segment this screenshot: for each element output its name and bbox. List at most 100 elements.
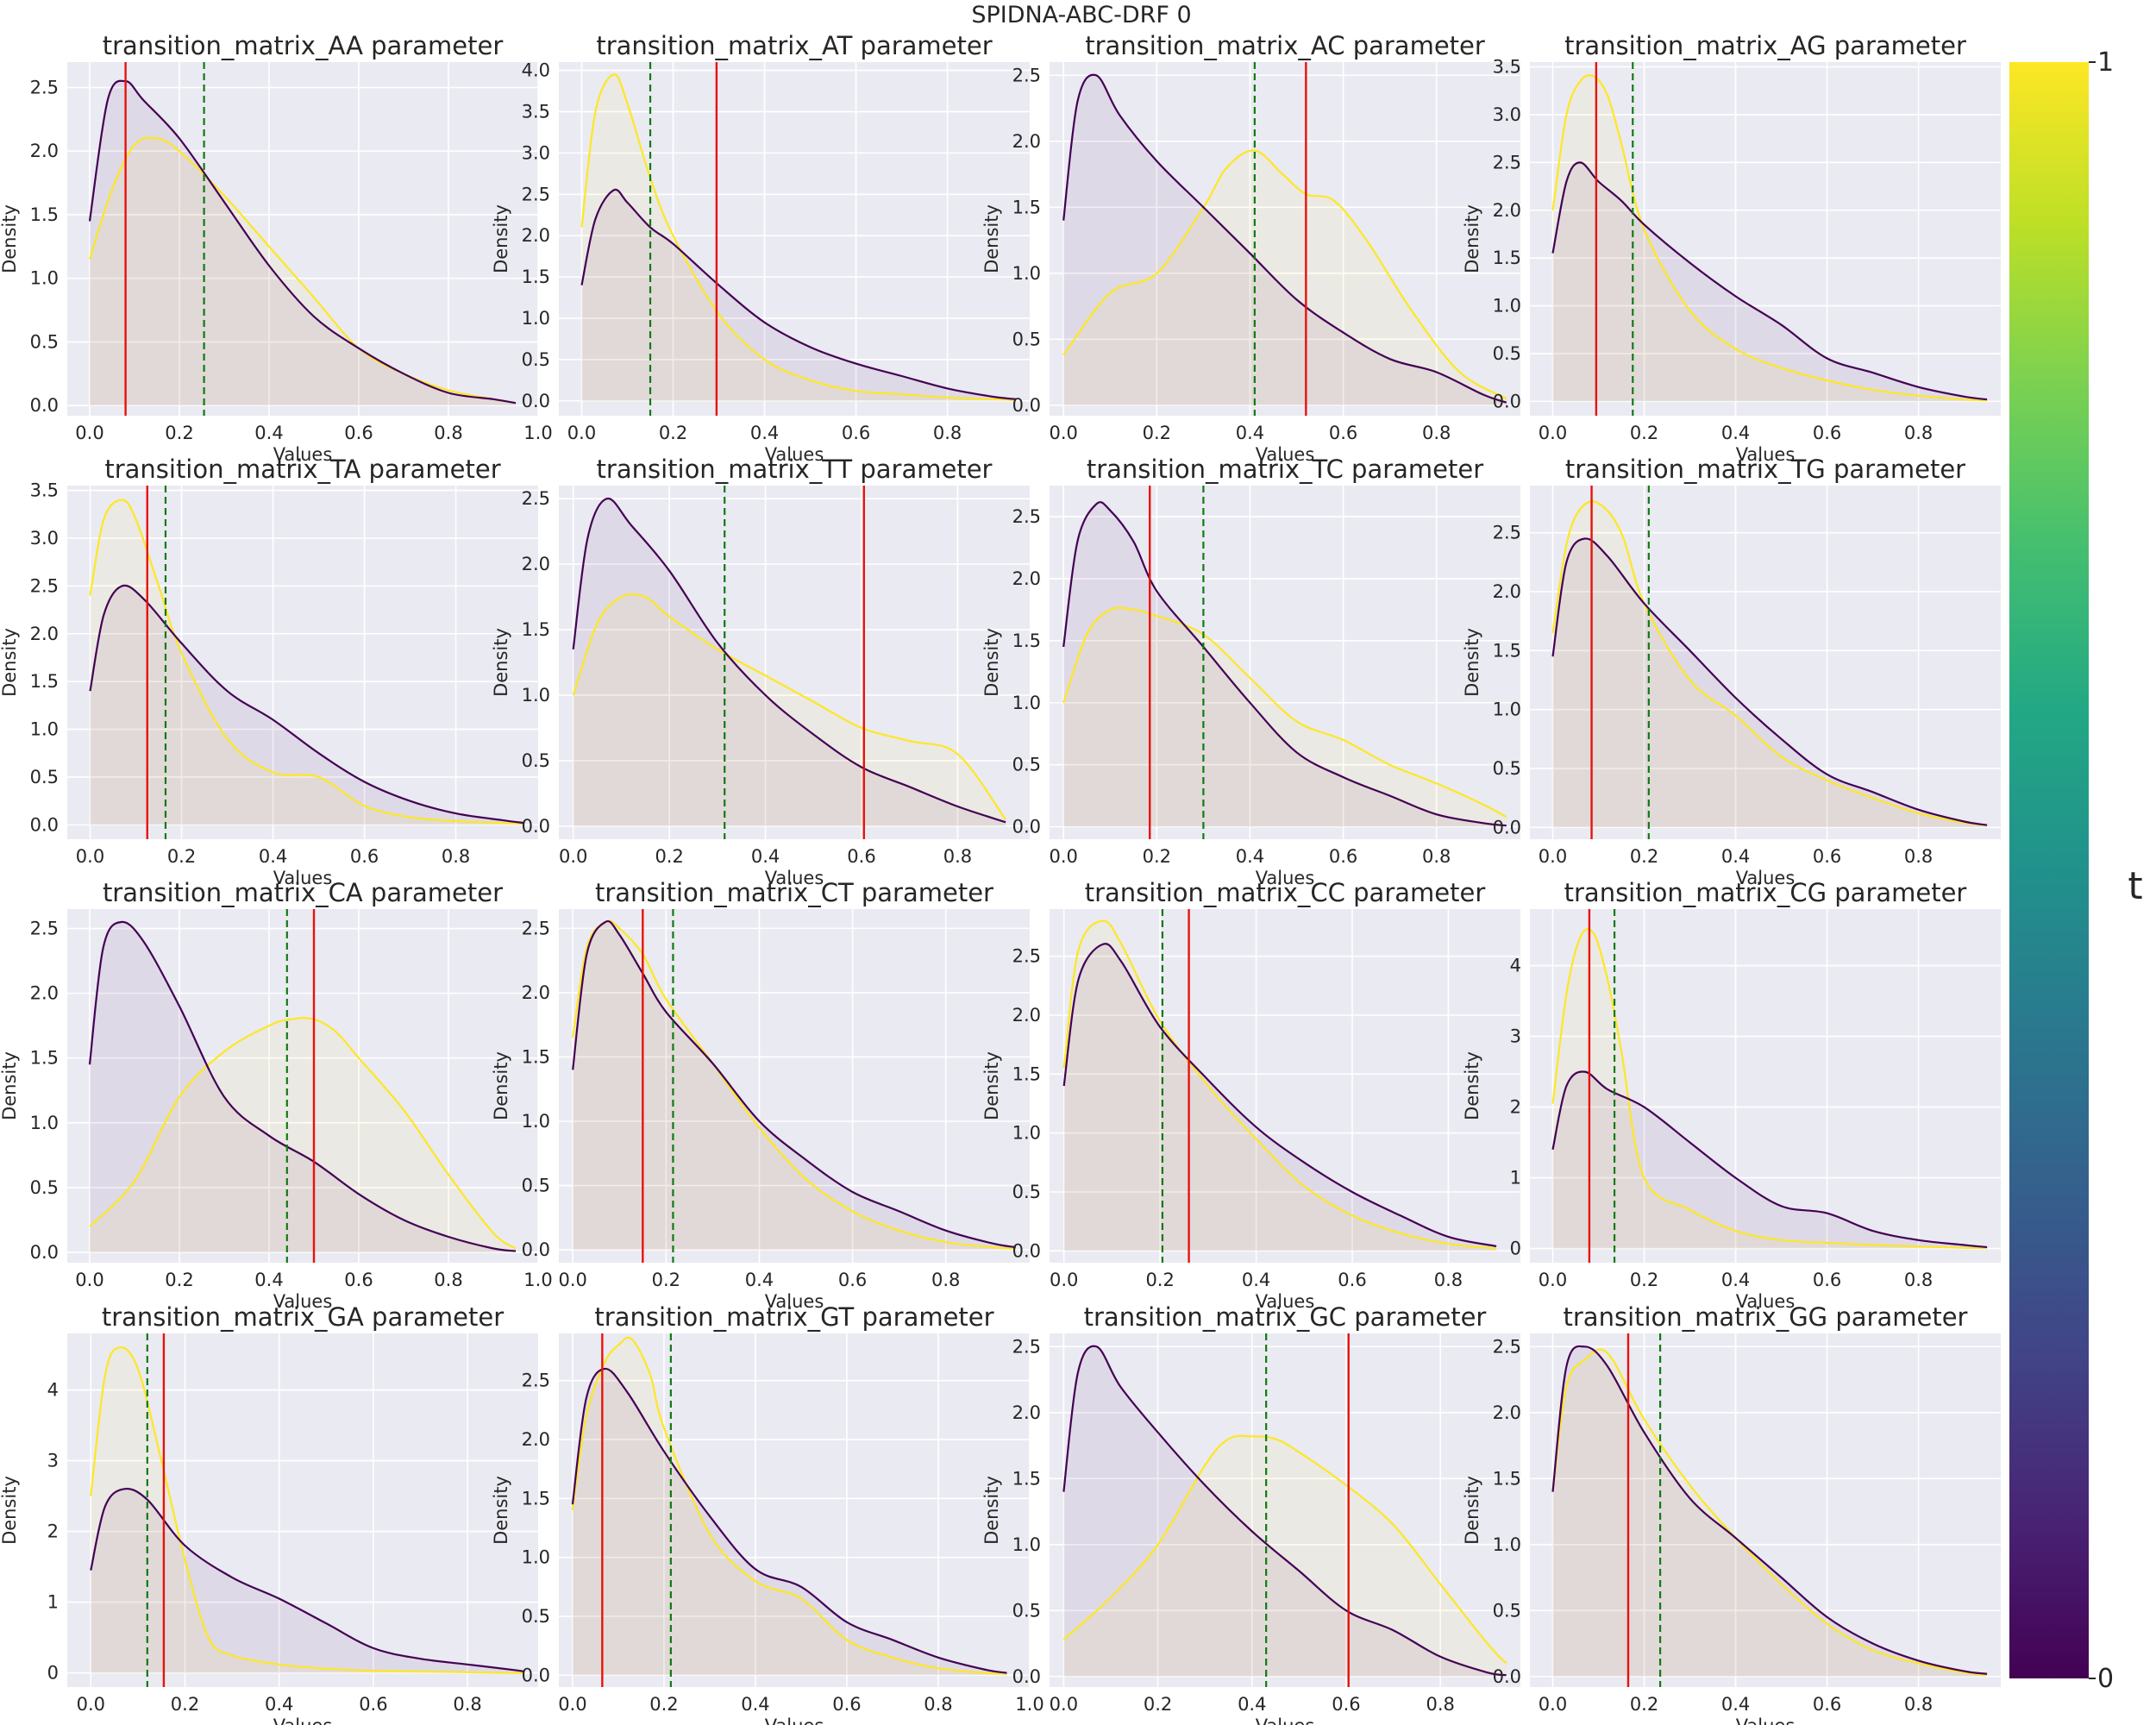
x-tick-label: 0.4 — [254, 1270, 283, 1290]
y-tick-label: 0.0 — [30, 814, 59, 835]
y-tick-label: 1.5 — [522, 267, 550, 287]
density-fill-generation-1 — [91, 1347, 524, 1673]
x-tick-label: 0.6 — [350, 846, 379, 867]
plot-area — [67, 909, 538, 1263]
y-tick-label: 2.0 — [30, 983, 59, 1004]
x-axis-label: Values — [1256, 1291, 1315, 1312]
y-tick-label: 1.0 — [30, 1113, 59, 1133]
x-tick-label: 0.0 — [559, 846, 587, 867]
x-tick-label: 0.8 — [434, 1270, 462, 1290]
x-tick-label: 1.0 — [1015, 1694, 1044, 1715]
y-axis-label: Density — [0, 1476, 20, 1545]
subplot-title: transition_matrix_CG parameter — [1564, 878, 1967, 907]
density-line-generation-0 — [1551, 537, 1988, 826]
y-tick-label: 0.0 — [1012, 395, 1041, 416]
x-axis-label: Values — [273, 444, 333, 465]
x-tick-label: 0.8 — [1904, 1270, 1933, 1290]
x-tick-label: 0.8 — [943, 846, 972, 867]
plot-area — [1530, 1333, 2001, 1687]
x-axis-label: Values — [1736, 444, 1796, 465]
plot-area — [1050, 62, 1520, 416]
subplot-title: transition_matrix_TG parameter — [1565, 455, 1965, 484]
x-tick-label: 0.6 — [832, 1694, 861, 1715]
density-fill-generation-0 — [90, 921, 516, 1252]
y-tick-label: 1.5 — [1012, 1063, 1041, 1084]
subplot-panel: 0.0 0.2 0.4 0.6 0.8 0.0 0.5 1.0 1.5 2.0 2.5 transit… — [981, 1302, 1520, 1725]
y-tick-label: 1 — [1510, 1168, 1521, 1189]
y-tick-label: 3.5 — [30, 480, 59, 501]
x-axis-label: Values — [273, 1291, 333, 1312]
x-tick-label: 0.2 — [167, 846, 196, 867]
density-fill-generation-1 — [581, 74, 1017, 401]
y-tick-label: 2.5 — [1012, 946, 1041, 967]
x-tick-label: 0.4 — [259, 846, 287, 867]
subplot-title: transition_matrix_GC parameter — [1084, 1302, 1487, 1332]
density-line-generation-0 — [1551, 1070, 1988, 1249]
x-tick-label: 0.4 — [1721, 1694, 1750, 1715]
y-axis-label: Density — [491, 204, 511, 273]
colorbar-label: t — [2128, 864, 2142, 908]
plot-area — [559, 1333, 1030, 1687]
x-tick-label: 0.8 — [1422, 423, 1451, 443]
density-line-generation-1 — [571, 1336, 1007, 1676]
y-tick-label: 2.5 — [1493, 523, 1521, 543]
density-fill-generation-1 — [1063, 150, 1507, 405]
y-tick-label: 0 — [1510, 1239, 1521, 1259]
y-axis-label: Density — [1462, 204, 1482, 273]
colorbar-max-label: 1 — [2097, 47, 2114, 78]
x-tick-label: 0.2 — [165, 1270, 193, 1290]
density-line-generation-0 — [1062, 943, 1497, 1247]
y-axis-label: Density — [1462, 628, 1482, 697]
y-tick-label: 2.0 — [30, 141, 59, 161]
x-tick-label: 0.2 — [165, 423, 193, 443]
subplot-panel: 0.0 0.2 0.4 0.6 0.8 0 1 2 3 4 transition_matrix_GA… — [0, 1302, 538, 1725]
x-axis-label: Values — [1736, 868, 1796, 888]
density-line-generation-0 — [1551, 161, 1988, 401]
plot-area — [559, 909, 1030, 1263]
subplot-title: transition_matrix_TA parameter — [104, 455, 500, 484]
density-line-generation-0 — [88, 79, 517, 405]
plot-area — [1050, 909, 1520, 1263]
y-tick-label: 0.5 — [1493, 343, 1521, 364]
x-tick-label: 0.6 — [1332, 1694, 1360, 1715]
density-fill-generation-0 — [1552, 162, 1988, 402]
y-tick-label: 2.5 — [30, 575, 59, 596]
x-tick-label: 0.0 — [559, 1270, 587, 1290]
density-line-generation-0 — [571, 1367, 1007, 1674]
x-tick-label: 0.0 — [77, 1694, 105, 1715]
y-axis-label: Density — [1462, 1476, 1482, 1545]
density-line-generation-0 — [572, 919, 1016, 1249]
y-tick-label: 0.0 — [522, 391, 550, 411]
y-tick-label: 1.5 — [1012, 630, 1041, 651]
y-tick-label: 2.0 — [522, 554, 550, 574]
density-fill-generation-0 — [90, 585, 525, 825]
y-tick-label: 1.5 — [1493, 640, 1521, 661]
y-tick-label: 4 — [1510, 956, 1521, 976]
subplot-title: transition_matrix_GA parameter — [102, 1302, 504, 1332]
y-tick-label: 1.0 — [1493, 296, 1521, 317]
density-line-generation-0 — [1062, 1345, 1507, 1677]
x-tick-label: 0.6 — [344, 1270, 373, 1290]
x-tick-label: 0.6 — [1329, 846, 1357, 867]
x-tick-label: 0.6 — [1813, 846, 1841, 867]
x-tick-label: 0.8 — [434, 423, 462, 443]
subplot-panel: 0.0 0.2 0.4 0.6 0.8 0.0 0.5 1.0 1.5 2.0 2.5 3.0 3.5 t… — [0, 455, 538, 888]
x-tick-label: 0.2 — [1630, 846, 1658, 867]
y-tick-label: 1.5 — [522, 1046, 550, 1067]
x-tick-label: 0.8 — [1434, 1270, 1463, 1290]
y-axis-label: Density — [0, 628, 20, 697]
density-line-generation-1 — [1551, 74, 1988, 402]
y-tick-label: 0.5 — [1493, 758, 1521, 779]
y-tick-label: 2.0 — [1012, 1005, 1041, 1026]
x-tick-label: 0.2 — [1143, 846, 1171, 867]
x-tick-label: 0.2 — [1630, 1270, 1658, 1290]
density-line-generation-0 — [1062, 73, 1507, 404]
y-axis-label: Density — [491, 628, 511, 697]
y-tick-label: 1.0 — [1012, 1123, 1041, 1144]
y-tick-label: 1.5 — [1493, 1468, 1521, 1489]
y-tick-label: 3 — [1510, 1026, 1521, 1047]
y-axis-label: Density — [491, 1476, 511, 1545]
y-tick-label: 3.5 — [1493, 57, 1521, 78]
density-line-generation-1 — [1062, 919, 1497, 1250]
